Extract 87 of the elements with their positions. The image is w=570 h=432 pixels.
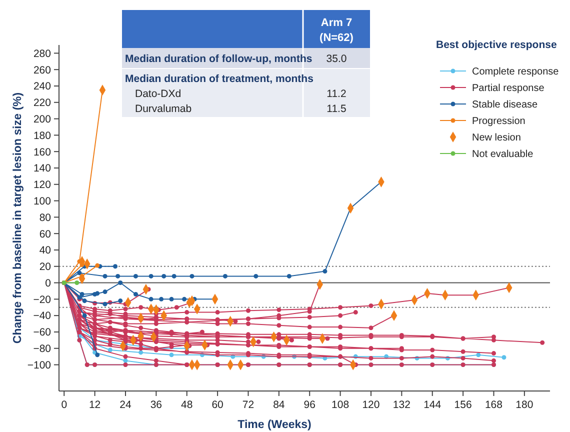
point — [77, 270, 82, 276]
annotation: Dato-DXd — [135, 88, 182, 100]
y-tick-label: 160 — [33, 146, 52, 158]
x-tick-label: 36 — [150, 399, 162, 411]
point — [102, 274, 108, 278]
point — [169, 352, 174, 358]
y-tick-label: 100 — [33, 195, 52, 208]
annotation: Median duration of treatment, months — [125, 73, 314, 85]
x-tick-label: 156 — [454, 399, 472, 411]
point — [222, 274, 228, 278]
y-tick-label: 60 — [39, 228, 52, 240]
y-tick-label: −60 — [33, 326, 52, 339]
x-tick-label: 60 — [212, 399, 224, 411]
x-tick-label: 48 — [181, 399, 193, 411]
legend-label: Not evaluable — [472, 149, 534, 160]
y-tick-label: 40 — [39, 244, 52, 257]
legend-label: Partial response — [472, 83, 545, 94]
point — [148, 296, 154, 302]
y-tick-label: 180 — [33, 130, 52, 142]
point — [182, 296, 187, 302]
x-tick-label: 72 — [242, 399, 254, 411]
point — [80, 292, 84, 297]
annotation: 35.0 — [326, 53, 347, 65]
point — [502, 355, 506, 360]
y-tick-label: 120 — [33, 179, 52, 192]
x-tick-label: 132 — [392, 399, 411, 411]
x-axis-title: Time (Weeks) — [238, 419, 312, 431]
annotation: 11.2 — [326, 88, 346, 100]
point — [169, 296, 174, 302]
annotation: 11.5 — [326, 103, 346, 115]
text: Arm 7 — [320, 17, 352, 29]
y-tick-label: −20 — [33, 294, 52, 306]
point — [286, 274, 292, 278]
annotation: Durvalumab — [135, 103, 192, 115]
point — [476, 352, 481, 358]
text: (N=62) — [320, 32, 354, 44]
point — [254, 274, 258, 278]
y-tick-label: −80 — [33, 343, 52, 356]
legend-label: Progression — [472, 116, 526, 127]
point — [133, 274, 138, 278]
point — [113, 264, 118, 269]
x-tick-label: 144 — [424, 399, 442, 411]
point — [95, 291, 100, 296]
point — [82, 313, 87, 318]
y-tick-label: 280 — [33, 48, 52, 60]
point — [148, 274, 154, 278]
x-tick-label: 0 — [61, 399, 68, 411]
y-tick-label: 260 — [33, 64, 52, 76]
point — [159, 296, 164, 302]
x-tick-label: 84 — [273, 399, 285, 411]
y-tick-label: 140 — [33, 162, 52, 175]
legend-label: Complete response — [472, 66, 560, 78]
point — [162, 274, 166, 278]
point — [95, 352, 100, 358]
y-tick-label: 240 — [33, 80, 52, 93]
x-tick-label: 120 — [362, 399, 380, 411]
point — [74, 280, 80, 286]
y-tick-label: 0 — [45, 277, 52, 290]
y-axis-title: Change from baseline in target lesion size (%) — [12, 92, 24, 344]
point — [118, 280, 123, 286]
x-tick-label: 96 — [304, 399, 316, 411]
point — [138, 350, 144, 355]
y-tick-label: −100 — [27, 359, 52, 372]
annotation: Median duration of follow-up, months — [125, 53, 312, 65]
point — [102, 290, 108, 294]
point — [133, 292, 138, 297]
point — [102, 302, 108, 306]
legend-title: Best objective response — [436, 39, 557, 51]
y-tick-label: −40 — [33, 310, 52, 322]
x-tick-label: 168 — [484, 399, 503, 411]
point — [116, 274, 120, 278]
point — [82, 298, 87, 304]
y-tick-label: 80 — [39, 212, 52, 224]
x-tick-label: 12 — [88, 399, 101, 411]
y-tick-label: 220 — [33, 97, 52, 110]
point — [172, 274, 176, 278]
y-tick-label: 200 — [33, 113, 52, 126]
y-tick-label: 20 — [39, 261, 52, 274]
point — [322, 269, 328, 274]
point — [190, 274, 194, 278]
x-tick-label: 108 — [332, 399, 350, 411]
legend-label: Stable disease — [472, 100, 538, 110]
x-tick-label: 180 — [516, 399, 534, 411]
legend-label: New lesion — [472, 132, 521, 144]
x-tick-label: 24 — [120, 399, 132, 411]
point — [118, 298, 123, 304]
point — [95, 263, 100, 268]
